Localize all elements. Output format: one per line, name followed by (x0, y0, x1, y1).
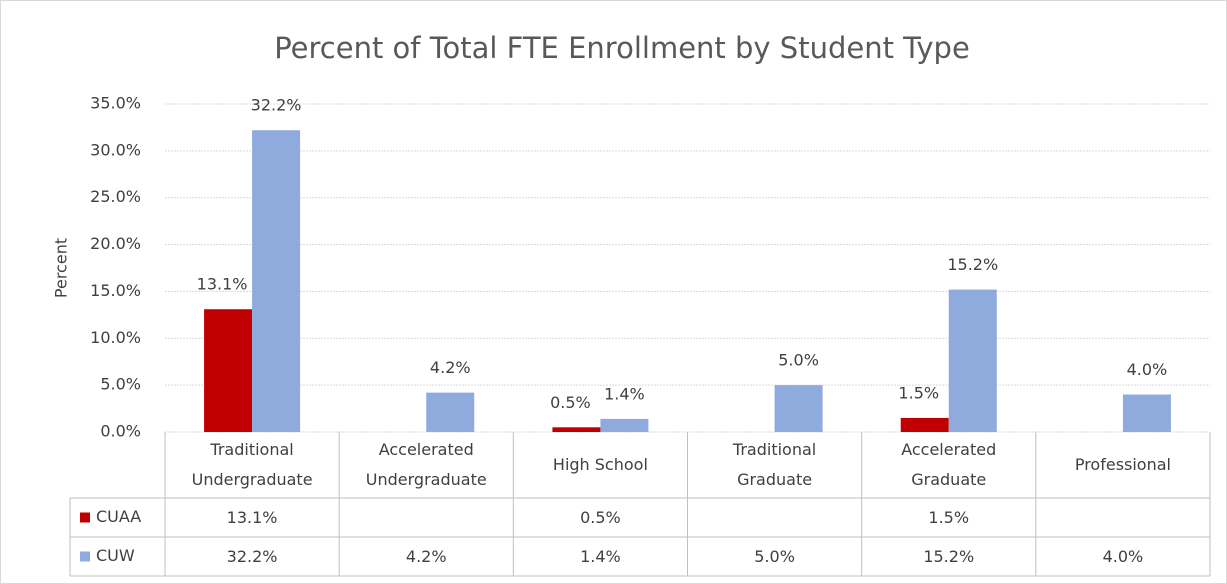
x-tick-label: Accelerated Graduate (901, 440, 997, 489)
table-value: 4.0% (1102, 546, 1144, 566)
x-tick-label: Professional (1074, 455, 1171, 474)
bar (600, 418, 649, 432)
data-label: 4.2% (430, 358, 471, 377)
legend-key (80, 512, 90, 523)
legend-key (80, 551, 90, 562)
y-tick-label: 5.0% (100, 375, 141, 394)
y-tick-label: 0.0% (100, 422, 141, 441)
y-tick-label: 15.0% (90, 281, 141, 300)
y-tick-label: 35.0% (90, 94, 141, 113)
table-value: 0.5% (580, 507, 621, 527)
y-tick-label: 30.0% (90, 140, 141, 159)
x-tick-label: High School (552, 455, 648, 474)
chart-title: Percent of Total FTE Enrollment by Stude… (274, 31, 970, 65)
legend-label: CUAA (96, 507, 141, 526)
x-tick-label: Accelerated Undergraduate (365, 440, 487, 489)
data-label: 13.1% (197, 275, 248, 294)
bar (774, 385, 823, 432)
table-value: 5.0% (754, 546, 795, 566)
data-label: 1.5% (898, 383, 939, 402)
x-tick-label: Traditional Undergraduate (191, 440, 313, 489)
y-tick-label: 20.0% (90, 234, 141, 253)
bar (552, 427, 601, 432)
data-label: 1.4% (604, 384, 645, 403)
y-tick-label: 25.0% (90, 187, 141, 206)
bar (204, 309, 253, 432)
data-label: 32.2% (251, 96, 302, 115)
bar (252, 130, 301, 433)
table-value: 1.4% (580, 546, 621, 566)
bar (948, 289, 997, 432)
bar (1122, 394, 1171, 432)
y-tick-label: 10.0% (90, 328, 141, 347)
data-label: 0.5% (550, 393, 591, 412)
legend-label: CUW (96, 546, 135, 565)
bar (900, 417, 949, 432)
x-tick-label: Traditional Graduate (732, 440, 817, 489)
table-value: 13.1% (226, 507, 278, 527)
data-label: 15.2% (947, 255, 998, 274)
y-axis-label: Percent (52, 238, 71, 298)
data-label: 4.0% (1127, 360, 1168, 379)
bar (426, 392, 475, 432)
data-label: 5.0% (778, 351, 819, 370)
table-value: 1.5% (928, 507, 970, 527)
table-value: 15.2% (923, 546, 975, 566)
table-value: 32.2% (226, 546, 278, 566)
table-value: 4.2% (405, 546, 447, 566)
